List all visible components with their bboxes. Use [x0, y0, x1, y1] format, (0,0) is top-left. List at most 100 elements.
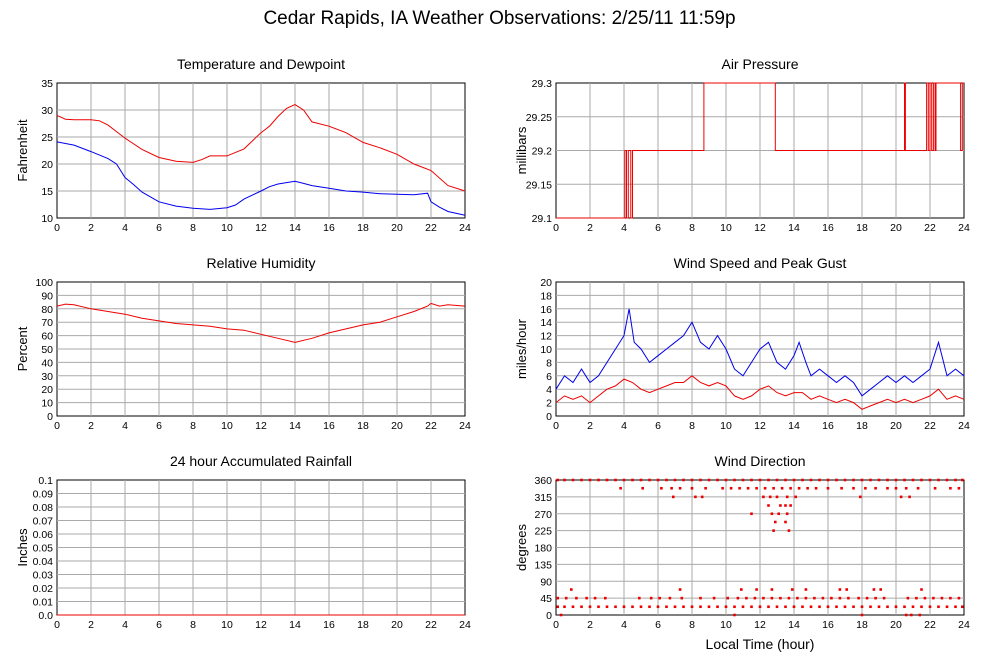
direction-series-0-point: [818, 605, 821, 609]
direction-series-0-point: [563, 605, 566, 609]
direction-series-0-point: [813, 596, 816, 600]
rain-x-tick-label: 16: [323, 619, 335, 631]
direction-series-0-point: [903, 478, 906, 482]
direction-series-0-point: [961, 478, 964, 482]
direction-x-tick-label: 14: [788, 619, 800, 631]
direction-series-0-point: [916, 486, 920, 490]
direction-series-0-point: [571, 478, 575, 482]
direction-series-0-point: [797, 486, 801, 490]
rain-y-tick-label: 0.1: [38, 475, 53, 487]
direction-series-0-point: [767, 504, 770, 507]
wind-x-tick-label: 20: [890, 420, 902, 432]
direction-series-0-point: [906, 596, 910, 600]
temp-x-tick-label: 12: [255, 222, 267, 234]
direction-series-0-point: [704, 486, 707, 490]
direction-series-0-point: [801, 605, 804, 609]
direction-series-0-point: [940, 596, 944, 600]
direction-series-0-point: [838, 596, 842, 600]
wind-x-tick-label: 16: [822, 420, 834, 432]
direction-series-0-point: [852, 605, 855, 609]
humidity-y-axis-label: Percent: [15, 326, 30, 371]
direction-series-0-point: [564, 596, 568, 600]
direction-series-0-point: [721, 486, 724, 490]
direction-series-0-point: [806, 486, 809, 490]
wind-y-tick-label: 12: [540, 331, 552, 343]
direction-x-tick-label: 0: [553, 619, 559, 631]
direction-series-0-point: [809, 605, 813, 609]
direction-series-0-point: [789, 486, 792, 490]
direction-x-tick-label: 4: [621, 619, 627, 631]
direction-series-0-point: [772, 529, 775, 532]
rain-y-tick-label: 0.03: [33, 570, 54, 582]
pressure-x-tick-label: 6: [655, 222, 661, 234]
direction-series-0-point: [680, 596, 684, 600]
direction-series-0-point: [852, 478, 855, 482]
direction-series-0-point: [937, 478, 940, 482]
humidity-x-tick-label: 24: [459, 420, 471, 432]
direction-x-tick-label: 20: [890, 619, 902, 631]
page-title: Cedar Rapids, IA Weather Observations: 2…: [263, 8, 736, 29]
rain-chart-title: 24 hour Accumulated Rainfall: [170, 453, 352, 469]
direction-y-tick-label: 225: [534, 526, 552, 538]
wind-y-tick-label: 18: [540, 290, 552, 302]
direction-series-0-point: [779, 504, 782, 507]
direction-series-0-point: [910, 613, 913, 617]
direction-series-0-point: [784, 478, 787, 482]
humidity-x-tick-label: 8: [190, 420, 196, 432]
direction-series-0-point: [682, 478, 685, 482]
direction-x-tick-label: 2: [587, 619, 593, 631]
direction-series-0-point: [843, 605, 847, 609]
direction-series-0-point: [588, 478, 592, 482]
wind-y-tick-label: 20: [540, 277, 552, 289]
direction-series-0-point: [588, 605, 592, 609]
direction-series-0-point: [750, 512, 753, 516]
humidity-x-tick-label: 12: [255, 420, 267, 432]
direction-series-0-point: [894, 478, 898, 482]
direction-series-0-point: [804, 596, 808, 600]
direction-series-0-point: [915, 596, 918, 600]
temp-x-tick-label: 2: [88, 222, 94, 234]
rain-x-tick-label: 24: [459, 619, 471, 631]
direction-series-0-point: [648, 478, 651, 482]
direction-series-0-point: [830, 596, 833, 600]
humidity-y-tick-label: 100: [35, 277, 53, 289]
pressure-x-tick-label: 8: [689, 222, 695, 234]
direction-series-0-point: [736, 596, 740, 600]
direction-series-0-point: [641, 486, 644, 490]
humidity-x-tick-label: 18: [357, 420, 369, 432]
direction-series-0-point: [845, 588, 848, 591]
temp-y-tick-label: 35: [41, 78, 53, 90]
rain-x-tick-label: 4: [122, 619, 128, 631]
direction-series-0-point: [585, 596, 588, 600]
direction-y-tick-label: 270: [534, 509, 552, 521]
direction-x-tick-label: 12: [754, 619, 766, 631]
rain-x-tick-label: 22: [425, 619, 437, 631]
pressure-x-tick-label: 12: [754, 222, 766, 234]
direction-series-0-point: [869, 605, 872, 609]
direction-series-0-point: [767, 605, 770, 609]
direction-series-0-point: [872, 588, 876, 591]
rain-x-tick-label: 2: [88, 619, 94, 631]
pressure-x-tick-label: 16: [822, 222, 834, 234]
direction-series-0-point: [957, 596, 961, 600]
direction-series-0-point: [660, 486, 663, 490]
rain-y-tick-label: 0.05: [33, 543, 54, 555]
direction-series-0-point: [877, 478, 881, 482]
temp-x-tick-label: 10: [221, 222, 233, 234]
direction-series-0-point: [777, 512, 780, 516]
direction-series-0-point: [733, 605, 736, 609]
direction-series-0-point: [556, 605, 559, 609]
humidity-y-tick-label: 40: [41, 357, 53, 369]
direction-series-0-point: [580, 605, 583, 609]
direction-chart-title: Wind Direction: [714, 453, 805, 469]
temp-x-tick-label: 14: [289, 222, 301, 234]
direction-series-0-point: [690, 605, 694, 609]
humidity-x-tick-label: 16: [323, 420, 335, 432]
direction-series-0-point: [707, 605, 711, 609]
humidity-x-tick-label: 4: [122, 420, 128, 432]
direction-series-0-point: [899, 495, 903, 499]
direction-series-0-point: [770, 512, 774, 516]
direction-series-0-point: [755, 486, 758, 490]
direction-series-0-point: [903, 605, 906, 609]
direction-series-0-point: [904, 486, 908, 490]
